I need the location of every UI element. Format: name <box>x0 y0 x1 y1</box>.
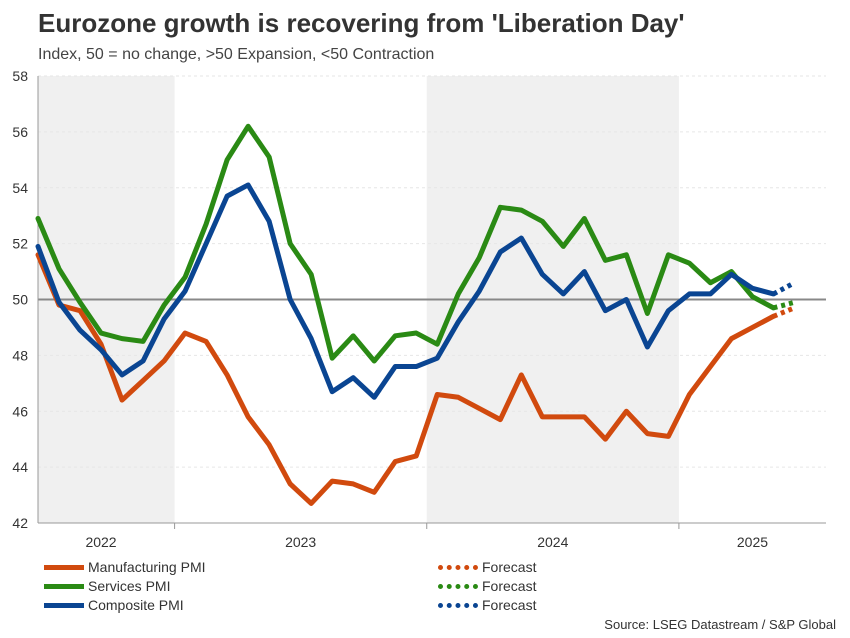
legend-swatch-3 <box>438 564 478 570</box>
legend-item-0: Manufacturing PMI <box>44 558 206 576</box>
y-tick-label-54: 54 <box>12 180 28 196</box>
legend-item-1: Services PMI <box>44 577 170 595</box>
legend-swatch-5 <box>438 602 478 608</box>
legend-label-5: Forecast <box>482 597 537 613</box>
y-tick-label-52: 52 <box>12 236 28 252</box>
legend-left: Manufacturing PMI Services PMI Composite P… <box>44 558 384 618</box>
y-tick-label-48: 48 <box>12 347 28 363</box>
composite-pmi-forecast-line <box>772 280 796 297</box>
legend-swatch-2 <box>44 602 84 608</box>
services-pmi-forecast-line <box>772 299 796 311</box>
manufacturing-pmi-line <box>35 252 776 506</box>
manufacturing-pmi-forecast-line <box>772 305 796 319</box>
y-tick-label-46: 46 <box>12 403 28 419</box>
y-tick-label-56: 56 <box>12 124 28 140</box>
x-tick-label-2023: 2023 <box>285 534 316 550</box>
y-tick-label-58: 58 <box>12 68 28 84</box>
x-tick-label-2025: 2025 <box>737 534 768 550</box>
x-axis: 2022 2023 2024 2025 <box>38 522 826 550</box>
legend-label-1: Services PMI <box>88 578 171 594</box>
y-axis: 42 44 46 48 50 52 54 56 58 <box>12 68 39 531</box>
chart-title: Eurozone growth is recovering from 'Libe… <box>38 8 685 38</box>
source-note: Source: LSEG Datastream / S&P Global <box>604 617 836 632</box>
legend-item-5: Forecast <box>438 596 536 614</box>
legend-label-2: Composite PMI <box>88 597 184 613</box>
legend-label-4: Forecast <box>482 578 537 594</box>
legend-item-2: Composite PMI <box>44 596 184 614</box>
composite-pmi-line <box>35 182 776 400</box>
chart-subtitle: Index, 50 = no change, >50 Expansion, <5… <box>38 46 435 63</box>
services-pmi-line <box>35 123 776 364</box>
legend-label-0: Manufacturing PMI <box>88 559 206 575</box>
legend-label-3: Forecast <box>482 559 537 575</box>
y-tick-label-42: 42 <box>12 515 28 531</box>
y-tick-label-50: 50 <box>12 292 28 308</box>
legend-item-4: Forecast <box>438 577 536 595</box>
x-tick-label-2022: 2022 <box>85 534 116 550</box>
legend-swatch-4 <box>438 583 478 589</box>
legend-right: Forecast Forecast Forecast <box>438 558 638 618</box>
y-tick-label-44: 44 <box>12 459 28 475</box>
legend-swatch-1 <box>44 583 84 589</box>
series-lines <box>35 123 796 506</box>
legend-item-3: Forecast <box>438 558 536 576</box>
x-tick-label-2024: 2024 <box>537 534 568 550</box>
legend-swatch-0 <box>44 564 84 570</box>
